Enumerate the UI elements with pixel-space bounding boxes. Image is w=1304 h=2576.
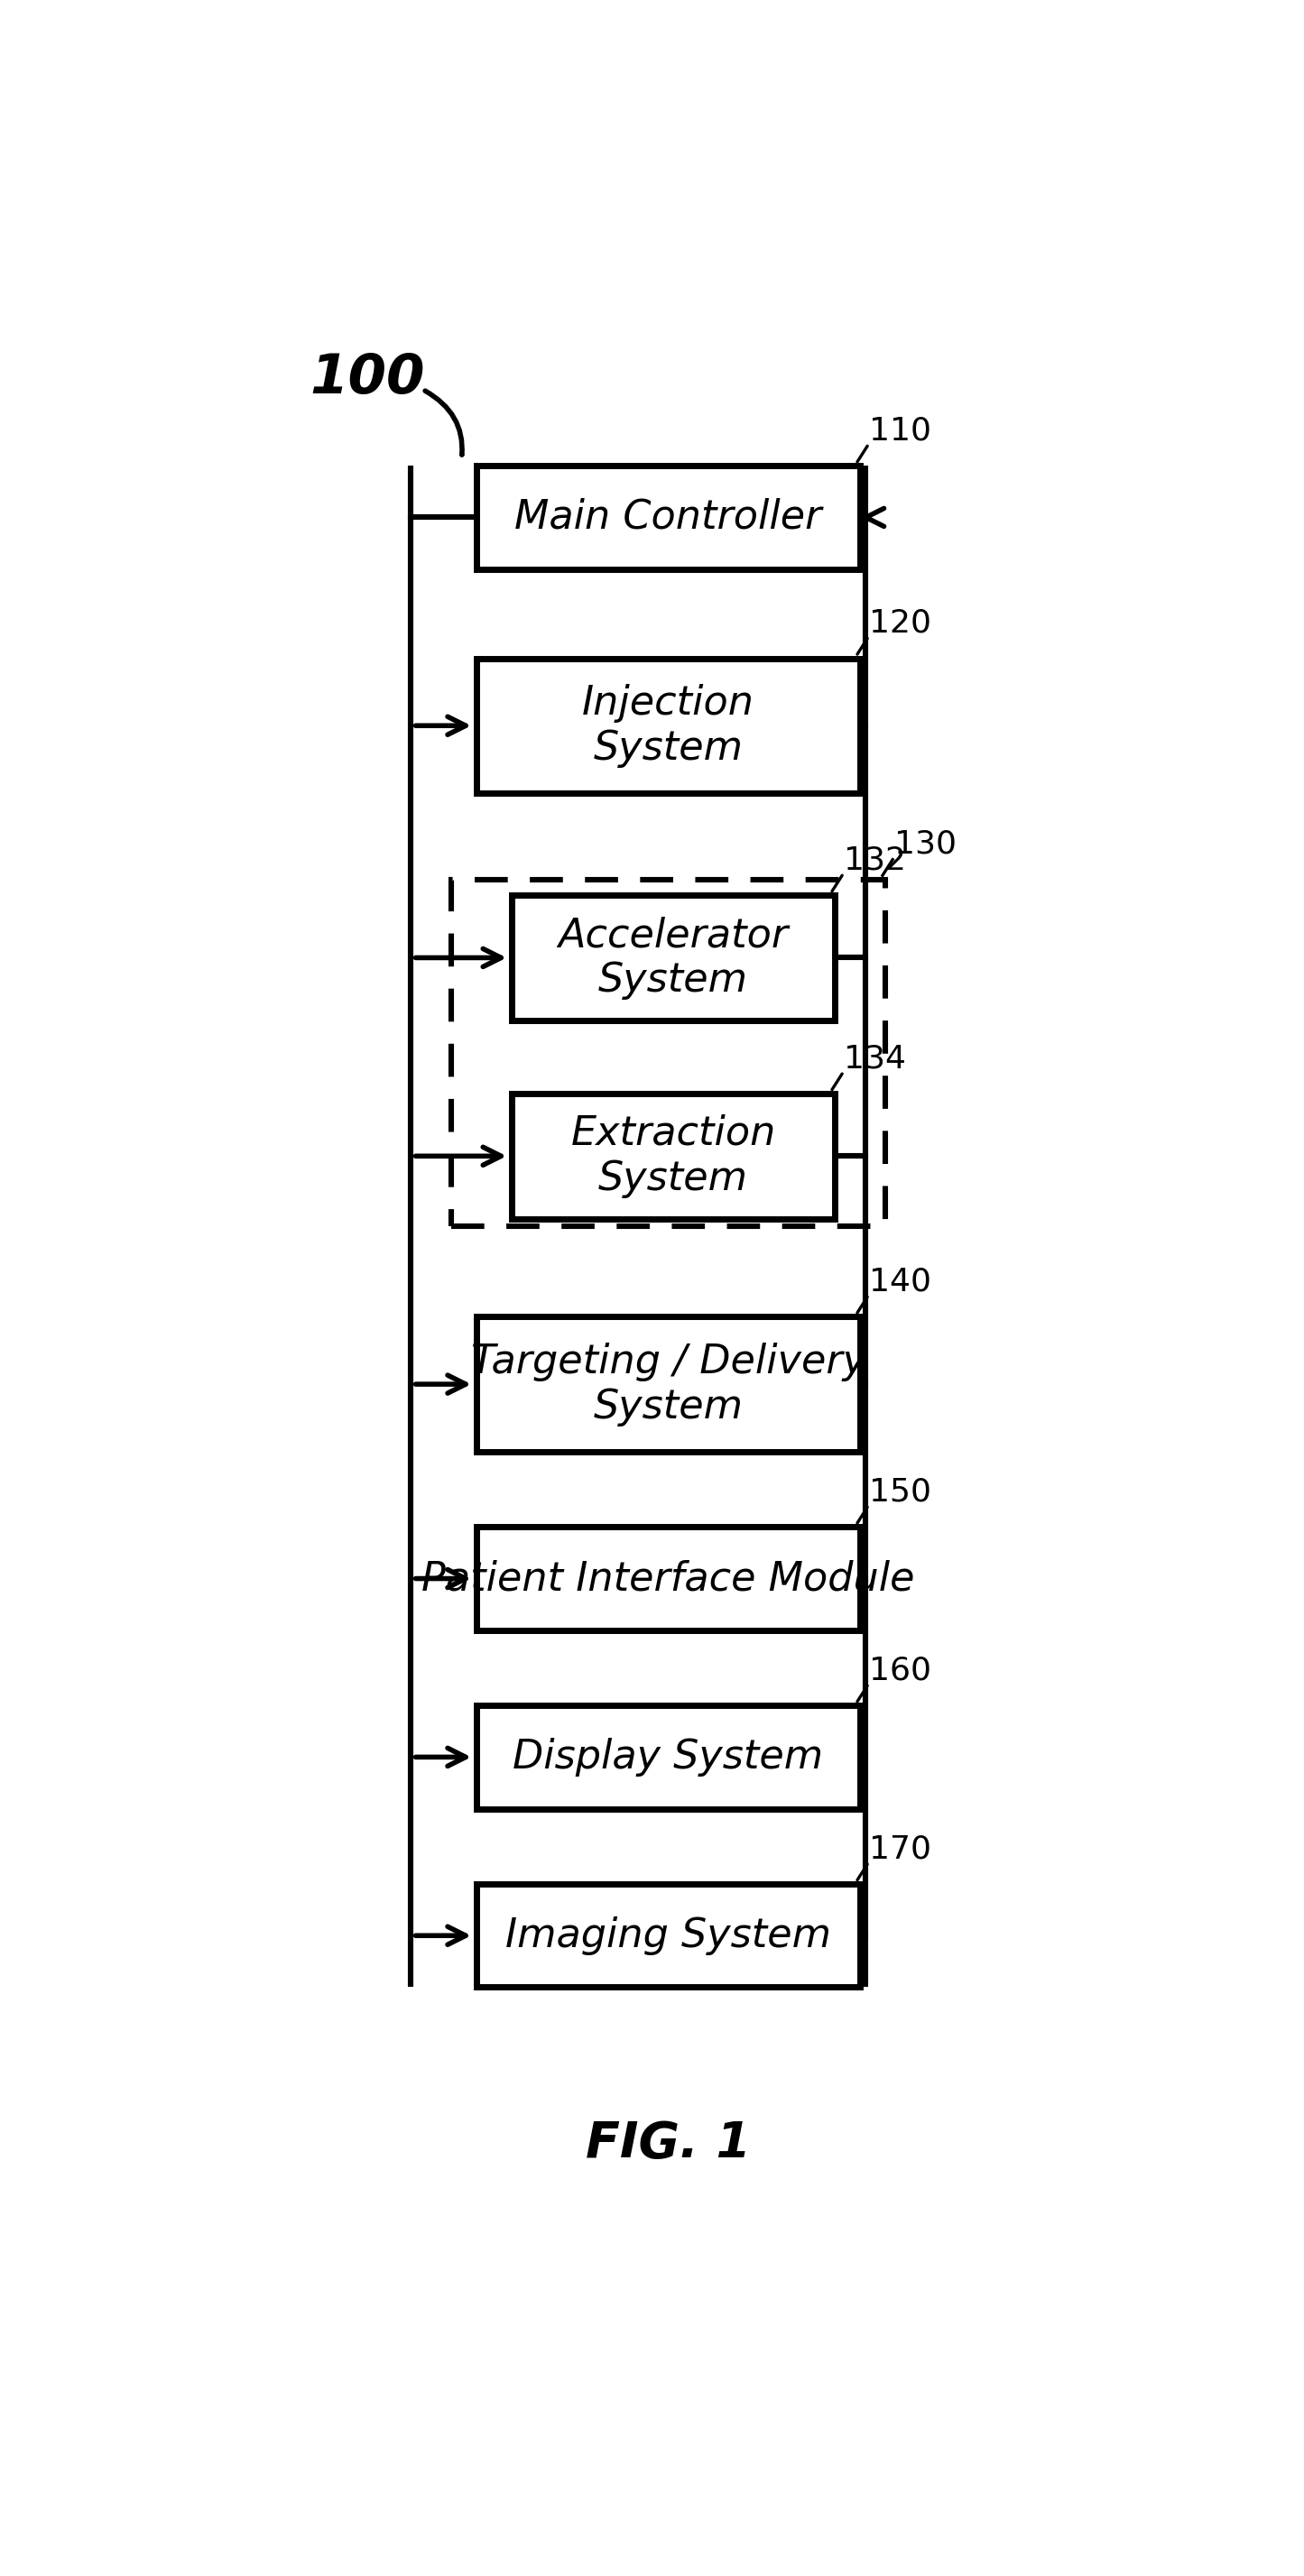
Text: Targeting / Delivery
System: Targeting / Delivery System	[471, 1342, 866, 1427]
Text: Display System: Display System	[512, 1739, 824, 1777]
Text: 100: 100	[309, 353, 425, 404]
Text: Patient Interface Module: Patient Interface Module	[421, 1558, 915, 1597]
Bar	[476, 659, 861, 793]
Text: Injection
System: Injection System	[582, 683, 755, 768]
FancyArrowPatch shape	[425, 392, 462, 456]
Bar	[476, 1528, 861, 1631]
Text: Extraction
System: Extraction System	[571, 1115, 776, 1198]
Bar	[476, 466, 861, 569]
Text: 160: 160	[870, 1654, 931, 1685]
Text: Accelerator
System: Accelerator System	[558, 917, 789, 999]
Text: 150: 150	[870, 1476, 931, 1507]
Text: 120: 120	[870, 608, 931, 639]
Text: Imaging System: Imaging System	[506, 1917, 831, 1955]
Bar	[476, 1705, 861, 1808]
Bar	[511, 1095, 835, 1218]
Bar	[451, 878, 885, 1226]
Bar	[476, 1883, 861, 1986]
Bar	[511, 896, 835, 1020]
Text: 132: 132	[844, 845, 906, 876]
Text: 110: 110	[870, 415, 931, 446]
Bar	[476, 1316, 861, 1453]
Text: Main Controller: Main Controller	[515, 497, 822, 536]
Text: 130: 130	[895, 829, 957, 860]
Text: 140: 140	[870, 1267, 931, 1296]
Text: 170: 170	[870, 1834, 931, 1865]
Text: FIG. 1: FIG. 1	[585, 2120, 751, 2169]
Text: 134: 134	[844, 1043, 906, 1074]
